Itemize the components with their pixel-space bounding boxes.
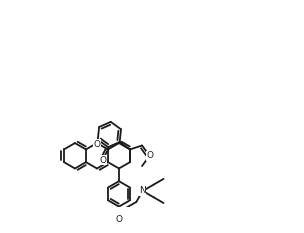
- Text: O: O: [93, 140, 100, 149]
- Text: N: N: [139, 186, 146, 195]
- Text: O: O: [99, 156, 106, 165]
- Text: O: O: [147, 151, 154, 160]
- Text: O: O: [116, 215, 123, 224]
